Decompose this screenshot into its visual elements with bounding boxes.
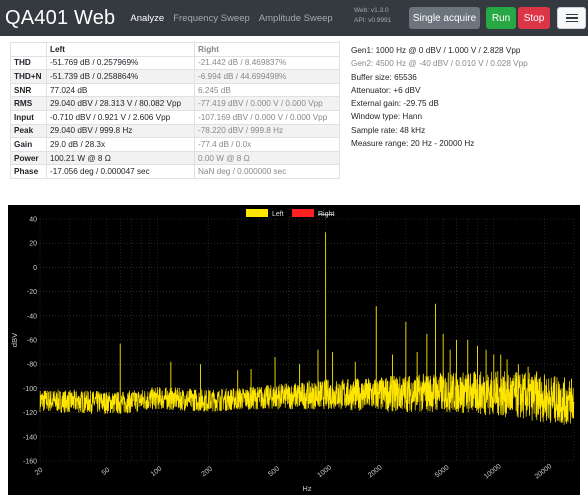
y-tick-label: 0 — [33, 265, 37, 272]
y-tick-label: -40 — [27, 313, 37, 320]
row-label: Power — [10, 150, 47, 166]
y-axis-label: dBV — [10, 333, 19, 347]
table-row: Phase -17.056 deg / 0.000047 sec NaN deg /… — [10, 164, 340, 179]
row-left-value: 29.0 dB / 28.3x — [46, 137, 195, 152]
buffer-size-info: Buffer size: 65536 — [351, 72, 417, 82]
table-row: RMS 29.040 dBV / 28.313 V / 80.082 Vpp -77… — [10, 96, 340, 111]
x-tick-label: 20 — [34, 467, 45, 477]
row-right-value: -21.442 dB / 8.469837% — [194, 55, 340, 71]
row-label: RMS — [10, 96, 47, 111]
header-blank — [10, 42, 47, 57]
row-right-value: -107.169 dBV / 0.000 V / 0.000 Vpp — [194, 109, 340, 125]
y-tick-label: -20 — [27, 289, 37, 296]
version-web: Web: v1.3.0 — [354, 7, 389, 14]
version-api: API: v0.9991 — [354, 17, 392, 24]
row-label: Gain — [10, 137, 47, 152]
row-label: SNR — [10, 82, 47, 98]
hamburger-icon — [565, 12, 578, 25]
single-acquire-button[interactable]: Single acquire — [409, 7, 480, 29]
y-tick-label: -140 — [23, 434, 37, 441]
legend-right-label: Right — [318, 211, 334, 218]
row-left-value: -51.739 dB / 0.258864% — [46, 69, 195, 84]
table-header-row: Left Right — [10, 42, 340, 57]
row-left-value: 29.040 dBV / 28.313 V / 80.082 Vpp — [46, 96, 195, 111]
row-left-value: 29.040 dBV / 999.8 Hz — [46, 123, 195, 139]
table-row: Peak 29.040 dBV / 999.8 Hz -78.220 dBV / 9… — [10, 123, 340, 139]
row-left-value: -51.769 dB / 0.257969% — [46, 55, 195, 71]
tab-analyze[interactable]: Analyze — [130, 12, 165, 24]
row-right-value: 6.245 dB — [194, 82, 340, 98]
table-row: Gain 29.0 dB / 28.3x -77.4 dB / 0.0x — [10, 137, 340, 152]
row-label: Input — [10, 109, 47, 125]
y-tick-label: -80 — [27, 362, 37, 369]
table-row: SNR 77.024 dB 6.245 dB — [10, 82, 340, 98]
attenuator-info: Attenuator: +6 dBV — [351, 85, 421, 95]
y-tick-label: -60 — [27, 338, 37, 345]
chart-background — [8, 205, 580, 495]
navbar: QA401 Web Analyze Frequency Sweep Amplit… — [0, 0, 588, 36]
menu-button[interactable] — [557, 7, 586, 29]
measure-range-info: Measure range: 20 Hz - 20000 Hz — [351, 139, 475, 149]
gen1-info: Gen1: 1000 Hz @ 0 dBV / 1.000 V / 2.828 … — [351, 46, 521, 55]
tab-amplitude-sweep[interactable]: Amplitude Sweep — [258, 12, 333, 24]
y-tick-label: -160 — [23, 459, 37, 466]
table-row: Input -0.710 dBV / 0.921 V / 2.606 Vpp -10… — [10, 109, 340, 125]
sample-rate-info: Sample rate: 48 kHz — [351, 125, 426, 135]
row-right-value: NaN deg / 0.000000 sec — [194, 164, 340, 179]
table-row: THD -51.769 dB / 0.257969% -21.442 dB / 8.… — [10, 55, 340, 71]
left-series-trace — [39, 371, 575, 425]
row-left-value: -17.056 deg / 0.000047 sec — [46, 164, 195, 179]
window-type-info: Window type: Hann — [351, 112, 422, 122]
run-button[interactable]: Run — [486, 7, 516, 29]
row-right-value: -77.4 dB / 0.0x — [194, 137, 340, 152]
row-right-value: 0.00 W @ 8 Ω — [194, 150, 340, 166]
y-tick-label: -120 — [23, 410, 37, 417]
external-gain-info: External gain: -29.75 dB — [351, 99, 439, 109]
row-right-value: -6.994 dB / 44.699498% — [194, 69, 340, 84]
app-title: QA401 Web — [5, 6, 116, 29]
row-label: THD+N — [10, 69, 47, 84]
row-right-value: -78.220 dBV / 999.8 Hz — [194, 123, 340, 139]
row-left-value: 100.21 W @ 8 Ω — [46, 150, 195, 166]
measurement-table: Left Right THD -51.769 dB / 0.257969% -21.… — [10, 42, 340, 179]
y-tick-label: 40 — [29, 217, 37, 224]
tab-frequency-sweep[interactable]: Frequency Sweep — [173, 12, 250, 24]
header-right: Right — [194, 42, 340, 57]
nav-tabs: Analyze Frequency Sweep Amplitude Sweep — [130, 13, 341, 24]
row-label: Phase — [10, 164, 47, 179]
table-row: THD+N -51.739 dB / 0.258864% -6.994 dB / 4… — [10, 69, 340, 84]
stop-button[interactable]: Stop — [518, 7, 550, 29]
legend-left-label: Left — [272, 211, 284, 218]
row-label: THD — [10, 55, 47, 71]
row-left-value: 77.024 dB — [46, 82, 195, 98]
x-tick-label: 50 — [101, 467, 112, 477]
y-tick-label: 20 — [29, 241, 37, 248]
legend-right-swatch — [292, 209, 314, 217]
x-axis-label: Hz — [302, 484, 311, 493]
spectrum-chart[interactable]: 40 20 0 -20 -40 -60 -80 -100 -120 -140 -160 20 50 100… — [8, 205, 580, 495]
table-row: Power 100.21 W @ 8 Ω 0.00 W @ 8 Ω — [10, 150, 340, 166]
header-left: Left — [46, 42, 195, 57]
row-left-value: -0.710 dBV / 0.921 V / 2.606 Vpp — [46, 109, 195, 125]
y-tick-label: -100 — [23, 386, 37, 393]
row-label: Peak — [10, 123, 47, 139]
settings-info: Gen1: 1000 Hz @ 0 dBV / 1.000 V / 2.828 … — [351, 44, 528, 150]
gen2-info: Gen2: 4500 Hz @ -40 dBV / 0.010 V / 0.02… — [351, 59, 528, 69]
version-info: Web: v1.3.0 API: v0.9991 — [354, 6, 391, 26]
row-right-value: -77.419 dBV / 0.000 V / 0.000 Vpp — [194, 96, 340, 111]
legend-left-swatch — [246, 209, 268, 217]
